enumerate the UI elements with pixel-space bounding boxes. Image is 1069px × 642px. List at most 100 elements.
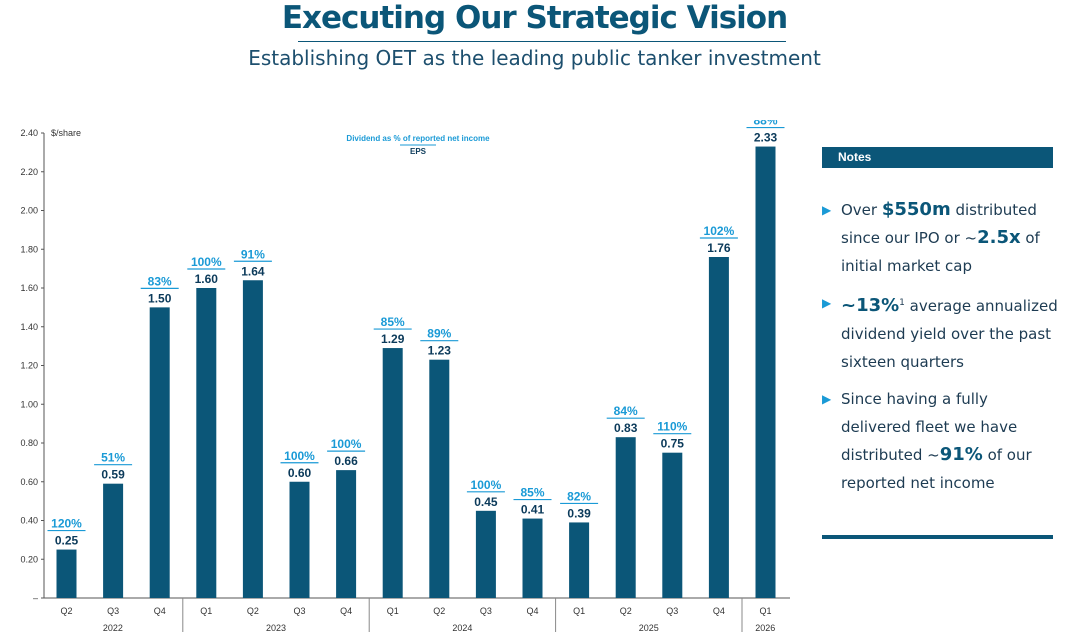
y-tick-label: 1.80 (20, 244, 38, 254)
eps-value-label: 0.25 (55, 534, 79, 548)
eps-value-label: 0.41 (521, 503, 545, 517)
dividend-pct-label: 110% (657, 420, 687, 434)
y-tick-label: 1.40 (20, 322, 38, 332)
title-underline (298, 41, 786, 42)
page-title: Executing Our Strategic Vision (281, 0, 788, 36)
x-tick-label: Q1 (387, 606, 399, 616)
eps-value-label: 0.66 (334, 454, 358, 468)
legend-dividend-label: Dividend as % of reported net income (346, 134, 490, 143)
eps-value-label: 1.64 (241, 264, 265, 278)
note-text-post: of initial market cap (841, 229, 1040, 275)
eps-bar (289, 481, 310, 598)
note-item: ▶ Over $550m distributed since our IPO or… (822, 196, 1062, 280)
dividend-pct-label: 88% (753, 120, 777, 128)
eps-value-label: 0.60 (288, 466, 312, 480)
dividend-pct-label: 100% (284, 449, 315, 463)
note-text-sup: 1 (899, 298, 905, 308)
note-text-mid: of our reported net income (841, 446, 1032, 492)
eps-bar (755, 146, 776, 598)
y-tick-label: 0.60 (20, 477, 38, 487)
eps-bar (522, 518, 543, 598)
note-text-pre: Since having a fully delivered fleet we … (841, 390, 1018, 464)
notes-header: Notes (822, 147, 1053, 168)
note-text-hl: $550m (881, 199, 951, 220)
legend-eps-label: EPS (410, 147, 427, 156)
eps-bar (708, 257, 729, 598)
year-label: 2025 (639, 623, 659, 633)
eps-bar (103, 483, 124, 598)
y-tick-label: 0.80 (20, 438, 38, 448)
dividend-pct-label: 89% (427, 327, 451, 341)
eps-bar (149, 307, 170, 598)
x-tick-label: Q3 (293, 606, 305, 616)
x-tick-label: Q2 (60, 606, 72, 616)
eps-value-label: 0.39 (567, 506, 591, 520)
x-tick-label: Q2 (247, 606, 259, 616)
eps-value-label: 1.76 (707, 241, 731, 255)
note-text-hl: 91% (939, 444, 983, 465)
note-text-mid: distributed since our IPO or ~ (841, 201, 1037, 247)
x-tick-label: Q4 (154, 606, 166, 616)
dividend-pct-label: 51% (101, 451, 125, 465)
y-tick-label: 2.20 (20, 167, 38, 177)
eps-bar (615, 437, 636, 598)
bullet-arrow-icon: ▶ (822, 296, 832, 310)
eps-bar (662, 452, 683, 598)
y-tick-label: – (33, 593, 38, 603)
y-tick-label: 0.40 (20, 516, 38, 526)
x-tick-label: Q1 (759, 606, 771, 616)
y-tick-label: 1.00 (20, 399, 38, 409)
x-tick-label: Q1 (200, 606, 212, 616)
bullet-arrow-icon: ▶ (822, 392, 832, 406)
x-tick-label: Q2 (433, 606, 445, 616)
note-text-hl: ~13% (841, 295, 900, 316)
year-label: 2024 (452, 623, 472, 633)
x-tick-label: Q2 (620, 606, 632, 616)
note-item: ▶ Since having a fully delivered fleet we… (822, 385, 1062, 497)
note-item: ▶ ~13%1 average annualized dividend yield… (822, 289, 1062, 376)
y-tick-label: 0.20 (20, 554, 38, 564)
year-label: 2026 (755, 623, 775, 633)
eps-bar (196, 288, 217, 598)
x-tick-label: Q3 (480, 606, 492, 616)
dividend-pct-label: 120% (51, 517, 82, 531)
eps-bar (382, 348, 403, 598)
year-label: 2022 (103, 623, 123, 633)
eps-value-label: 0.75 (661, 437, 685, 451)
y-tick-label: 2.00 (20, 206, 38, 216)
dividend-pct-label: 100% (471, 478, 502, 492)
eps-bar (475, 510, 496, 598)
x-tick-label: Q4 (340, 606, 352, 616)
eps-value-label: 2.33 (754, 131, 778, 145)
y-tick-label: 2.40 (20, 128, 38, 138)
dividend-pct-label: 100% (191, 255, 222, 269)
dividend-pct-label: 82% (567, 489, 591, 503)
notes-divider (822, 535, 1053, 539)
x-tick-label: Q4 (713, 606, 725, 616)
dividend-pct-label: 85% (520, 486, 544, 500)
x-tick-label: Q4 (526, 606, 538, 616)
notes-list: ▶ Over $550m distributed since our IPO or… (822, 196, 1062, 506)
note-text-pre: Over (841, 201, 882, 219)
eps-bar (569, 522, 590, 598)
eps-value-label: 1.50 (148, 291, 172, 305)
dividend-pct-label: 102% (704, 224, 735, 238)
eps-bar (336, 470, 357, 598)
eps-value-label: 1.60 (195, 272, 219, 286)
eps-value-label: 0.59 (101, 468, 125, 482)
x-tick-label: Q3 (666, 606, 678, 616)
dividend-pct-label: 83% (148, 274, 172, 288)
dividend-pct-label: 85% (381, 315, 405, 329)
eps-value-label: 1.29 (381, 332, 405, 346)
eps-bar (429, 359, 450, 598)
x-tick-label: Q1 (573, 606, 585, 616)
eps-dividend-chart: – 0.20 0.40 0.60 0.80 1.00 1.20 1.40 1.60 1.80 2.0… (20, 120, 790, 633)
y-axis-label: $/share (51, 128, 81, 138)
eps-value-label: 0.45 (474, 495, 498, 509)
y-tick-label: 1.20 (20, 361, 38, 371)
dividend-pct-label: 84% (614, 404, 638, 418)
page-subtitle: Establishing OET as the leading public t… (248, 46, 821, 70)
note-text-hl2: 2.5x (977, 227, 1021, 248)
dividend-pct-label: 91% (241, 247, 265, 261)
bullet-arrow-icon: ▶ (822, 203, 832, 217)
